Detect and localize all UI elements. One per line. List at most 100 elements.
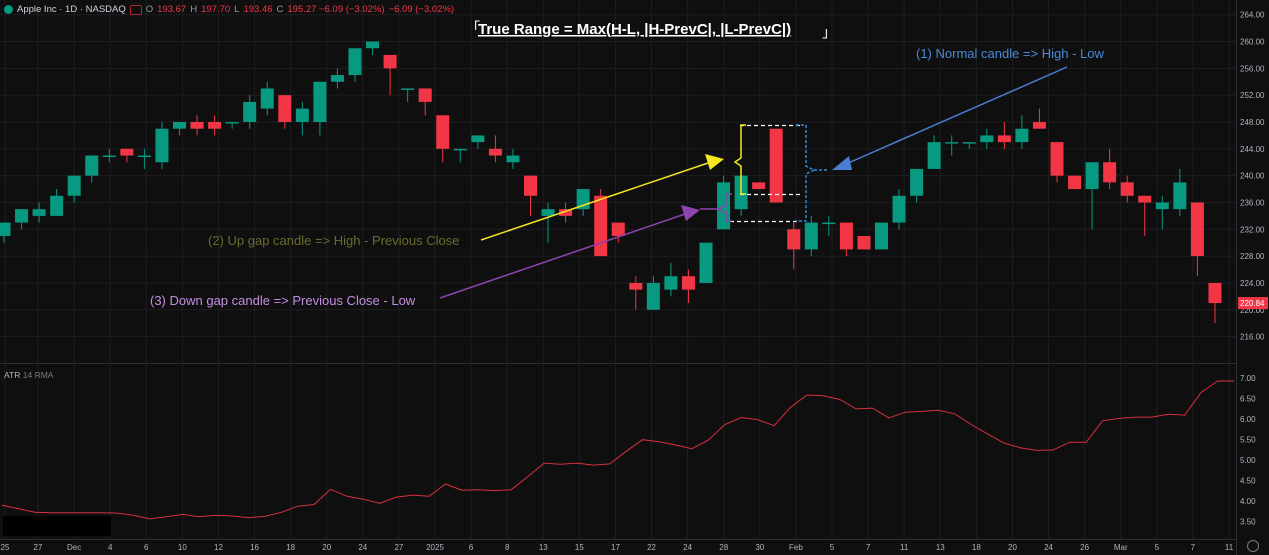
candle-body	[681, 276, 695, 290]
market-status-icon	[4, 5, 13, 14]
candle-body	[260, 88, 274, 109]
high-value: 197.70	[201, 4, 231, 15]
candle-body	[875, 222, 888, 250]
flag-icon[interactable]	[129, 4, 142, 15]
atr-label[interactable]: ATR 14 RMA	[4, 370, 53, 380]
candle-body	[1085, 162, 1099, 190]
candle-body	[664, 276, 678, 290]
last-price-badge	[1238, 297, 1268, 310]
y-tick-label: 236.00	[1240, 198, 1265, 207]
x-tick-label: 6	[144, 543, 149, 552]
x-tick-label: 26	[1080, 543, 1089, 552]
atr-tick-label: 7.00	[1240, 374, 1256, 383]
candle-body	[541, 209, 555, 216]
close-label: C	[276, 4, 284, 15]
x-tick-label: 13	[539, 543, 548, 552]
candle-body	[85, 155, 99, 176]
candle-body	[102, 155, 116, 158]
candle-body	[629, 282, 643, 290]
x-tick-label: 7	[1191, 543, 1196, 552]
x-tick-label: 20	[322, 543, 331, 552]
candle-body	[857, 236, 871, 250]
arrow-normal-line	[845, 66, 1068, 165]
x-tick-label: 10	[178, 543, 187, 552]
title-bracket-open: 「	[466, 20, 480, 36]
candles-layer	[0, 41, 1222, 324]
x-tick-label: 6	[469, 543, 474, 552]
candle-body	[980, 135, 994, 143]
candle-body	[1138, 195, 1152, 203]
x-tick-label: 5	[830, 543, 835, 552]
candle-body	[962, 142, 976, 144]
candle-body	[330, 75, 344, 82]
candle-body	[436, 115, 450, 149]
grid-lines	[0, 0, 1236, 539]
y-tick-label: 248.00	[1240, 118, 1265, 127]
arrow-down-gap-head	[681, 205, 700, 221]
x-tick-label: Dec	[67, 543, 81, 552]
candle-body	[1103, 162, 1117, 183]
x-tick-label: 27	[394, 543, 403, 552]
atr-params: 14 RMA	[22, 370, 54, 380]
candle-body	[594, 195, 608, 257]
atr-tick-label: 4.50	[1240, 477, 1256, 486]
candle-body	[120, 148, 134, 156]
x-tick-label: 16	[250, 543, 259, 552]
candle-body	[173, 122, 186, 129]
candle-body	[208, 122, 222, 129]
candle-body	[611, 222, 625, 236]
candle-body	[401, 88, 415, 90]
candle-body	[804, 222, 818, 250]
candle-body	[295, 108, 309, 122]
atr-tick-label: 6.50	[1240, 395, 1256, 404]
candle-body	[1190, 202, 1204, 257]
chart-title: True Range = Max(H-L, |H-PrevC|, |L-Prev…	[478, 21, 791, 38]
candle-body	[1208, 282, 1222, 304]
x-tick-label: 27	[34, 543, 43, 552]
candle-body	[383, 54, 397, 69]
candle-body	[646, 282, 660, 310]
candle-body	[67, 175, 81, 196]
symbol-header: Apple Inc · 1D · NASDAQ O 193.67 H 197.70 …	[4, 4, 454, 15]
x-tick-label: 4	[108, 543, 113, 552]
candle-body	[910, 168, 924, 196]
candle-body	[1068, 175, 1082, 190]
x-tick-label: Feb	[789, 543, 803, 552]
open-value: 193.67	[157, 4, 187, 15]
close-value: 195.27 −6.09 (−3.02%)	[287, 4, 385, 15]
title-bracket-close: 」	[822, 24, 836, 40]
settings-icon[interactable]	[1247, 540, 1259, 552]
candle-body	[155, 128, 169, 163]
x-tick-label: 15	[575, 543, 584, 552]
arrow-normal-head	[832, 156, 852, 170]
candle-body	[137, 155, 151, 158]
atr-tick-label: 4.00	[1240, 497, 1256, 506]
candle-body	[15, 209, 29, 223]
candle-body	[506, 155, 520, 163]
blue-brace	[796, 124, 816, 222]
atr-tick-label: 6.00	[1240, 415, 1256, 424]
candle-body	[471, 135, 485, 143]
y-tick-label: 228.00	[1240, 252, 1265, 261]
candle-body	[787, 229, 801, 250]
x-tick-label: 24	[683, 543, 692, 552]
candle-body	[1173, 182, 1187, 210]
candle-body	[945, 142, 959, 144]
x-tick-label: 24	[1044, 543, 1053, 552]
symbol-name[interactable]: Apple Inc · 1D · NASDAQ	[17, 4, 126, 15]
x-tick-label: 20	[1008, 543, 1017, 552]
y-tick-label: 232.00	[1240, 225, 1265, 234]
candle-body	[892, 195, 906, 223]
candle-body	[769, 128, 783, 203]
candle-body	[1155, 202, 1169, 210]
change-value: −6.09 (−3.02%)	[388, 4, 455, 15]
candle-body	[243, 101, 257, 122]
annotation-up-gap-candle: (2) Up gap candle => High - Previous Clo…	[208, 233, 459, 248]
y-tick-label: 264.00	[1240, 11, 1265, 20]
low-value: 193.46	[243, 4, 273, 15]
y-tick-label: 240.00	[1240, 172, 1265, 181]
atr-tick-label: 5.50	[1240, 436, 1256, 445]
arrow-up-gap-line	[480, 162, 709, 241]
candle-body	[559, 209, 573, 216]
candle-body	[190, 122, 204, 129]
